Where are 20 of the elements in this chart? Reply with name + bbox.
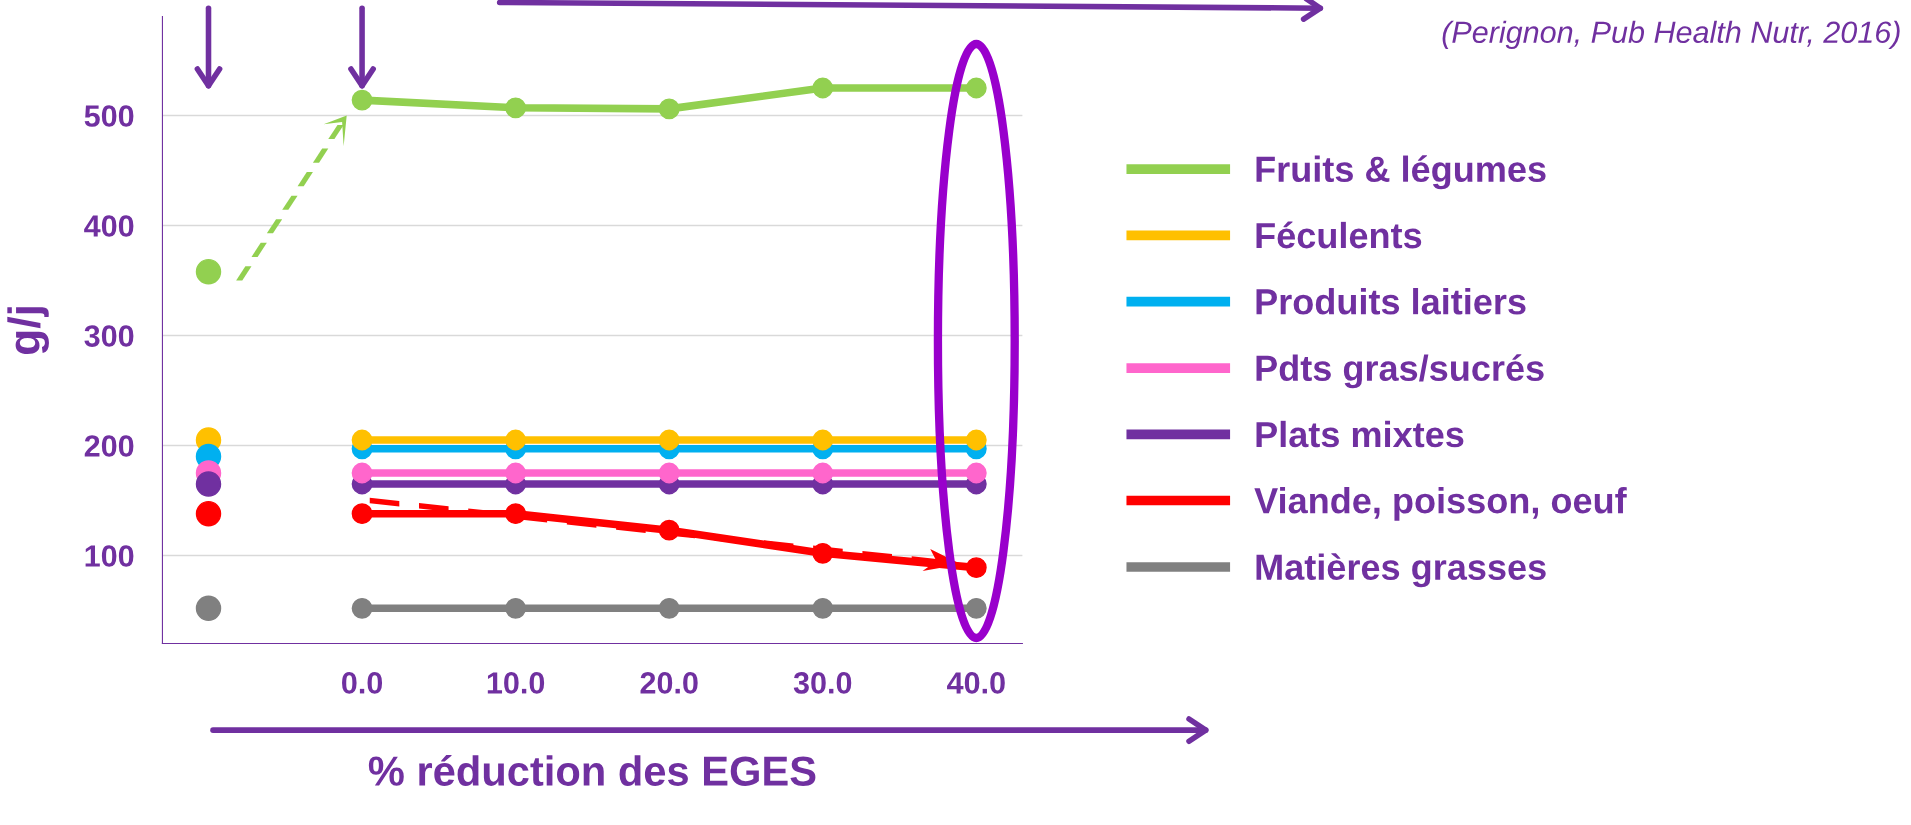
legend-label: Féculents: [1256, 221, 1422, 249]
y-tick-label: 400: [84, 215, 134, 237]
y-tick-label: 100: [85, 545, 134, 567]
x-tick-label: 10.0: [487, 672, 545, 694]
legend-label: Viande, poisson, oeuf: [1254, 486, 1627, 521]
y-tick-label: 500: [84, 105, 134, 127]
legend-label: Produits laitiers: [1256, 288, 1526, 315]
legend-label: Plats mixtes: [1256, 420, 1464, 448]
y-tick-label: 200: [84, 435, 134, 457]
legend-label: Pdts gras/sucrés: [1256, 354, 1544, 389]
x-axis-title: % réduction des EGES: [368, 754, 816, 786]
x-tick-label: 30.0: [793, 672, 852, 694]
text: (Perignon, Pub Health Nutr, 2016): [1442, 20, 1900, 50]
legend-label: Matières grasses: [1256, 553, 1546, 588]
y-tick-label: 300: [84, 325, 134, 347]
x-tick-label: 20.0: [640, 672, 698, 694]
y-axis-title: g/j: [7, 307, 49, 355]
legend-label: Fruits & légumes: [1256, 155, 1546, 190]
x-tick-label: 0.0: [342, 672, 383, 694]
x-tick-label: 40.0: [947, 672, 1005, 694]
